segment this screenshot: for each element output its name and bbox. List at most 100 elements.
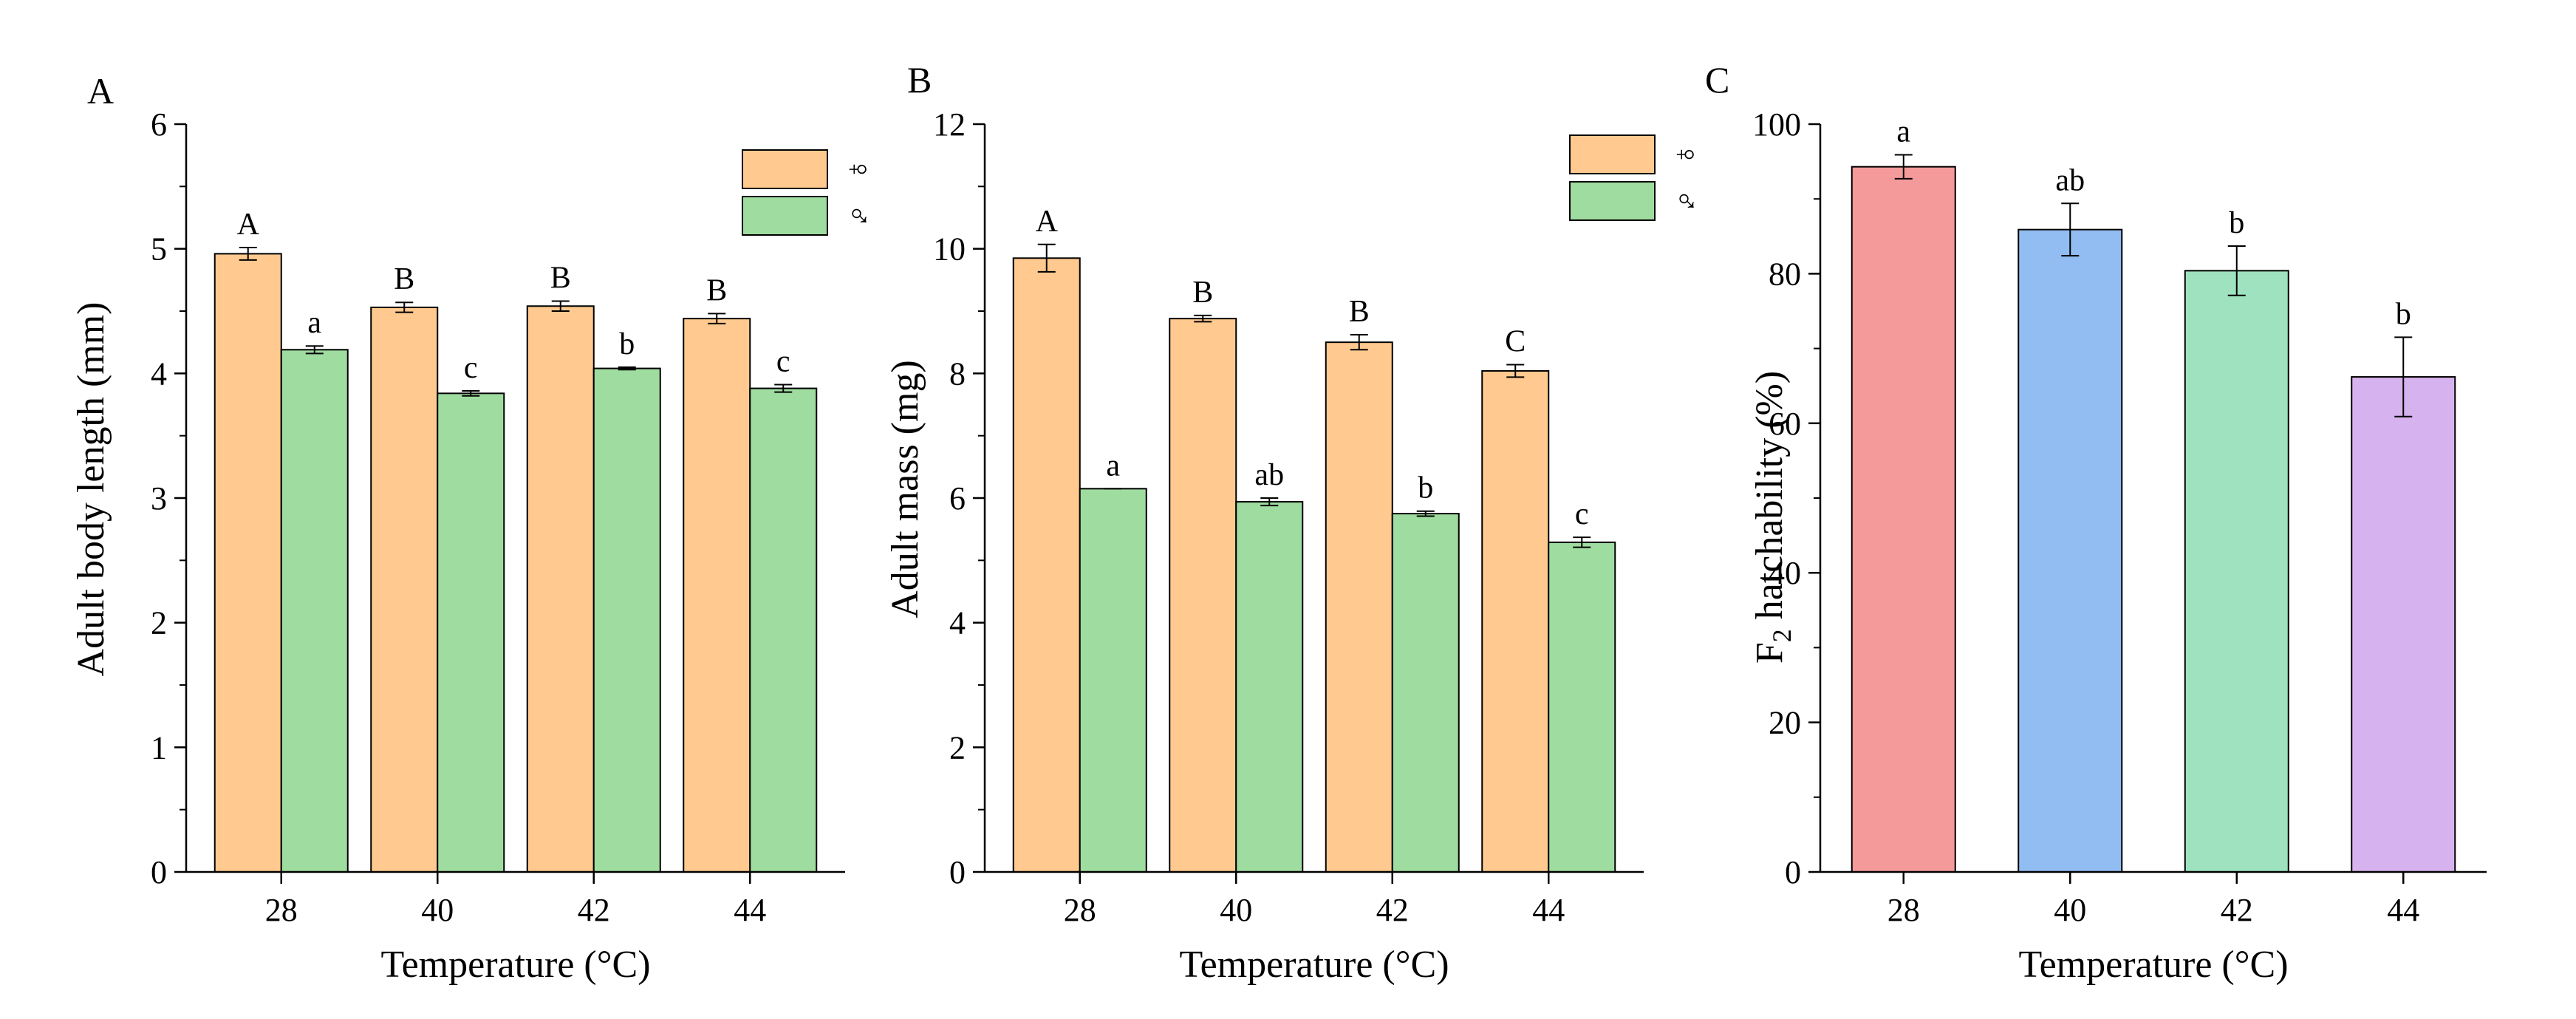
panel-a: A A B B Ba c b c 0 1 2 3 4 5 6 28 40 42 44 Temperature (… xyxy=(70,70,877,986)
panel-b-y-tick-label-2: 2 xyxy=(949,729,966,766)
panel-b-x-tick-label-42: 42 xyxy=(1376,892,1409,928)
panel-a-legend-swatch-male xyxy=(742,196,828,236)
panel-c-sig-label-28: a xyxy=(1896,115,1910,149)
panel-a-legend-label-female: ♀ xyxy=(841,157,877,182)
panel-b-bar-male-40 xyxy=(1235,501,1304,873)
panel-b-y-tick-label-4: 4 xyxy=(949,605,966,641)
panel-b-letter: B xyxy=(907,59,932,100)
panel-c-x-tick-label-28: 28 xyxy=(1887,892,1920,928)
panel-b-sig-label-female-28: A xyxy=(1036,205,1059,239)
panel-b-legend-label-male: ♂ xyxy=(1668,189,1704,214)
panel-b-bar-female-44 xyxy=(1481,369,1550,873)
panel-a-x-tick-label-44: 44 xyxy=(734,892,766,928)
panel-a-bar-female-40 xyxy=(370,306,439,873)
panel-a-sig-label-male-28: a xyxy=(307,306,321,340)
panel-b-bar-female-40 xyxy=(1169,318,1237,873)
panel-b-y-axis-title: Adult mass (mg) xyxy=(884,360,926,618)
panel-b-sig-label-male-44: c xyxy=(1575,497,1589,531)
panel-a-sig-label-female-40: B xyxy=(394,262,414,296)
panel-a-legend: ♀ ♂ xyxy=(742,149,877,236)
panel-b-legend: ♀ ♂ xyxy=(1569,134,1704,221)
panel-a-y-tick-label-1: 1 xyxy=(151,729,167,766)
panel-c-x-tick-label-44: 44 xyxy=(2387,892,2419,928)
panel-c-letter: C xyxy=(1705,59,1729,100)
panel-a-sig-label-male-42: b xyxy=(619,327,635,361)
panel-a-sig-label-female-28: A xyxy=(237,208,260,242)
panel-a-bar-male-44 xyxy=(749,387,818,873)
panel-b-sig-label-female-42: B xyxy=(1349,295,1370,329)
panel-a-y-tick-label-5: 5 xyxy=(151,231,167,267)
panel-c-y-tick-label-100: 100 xyxy=(1752,106,1801,143)
panel-b-sig-label-female-40: B xyxy=(1192,276,1213,310)
panel-a-y-tick-label-0: 0 xyxy=(151,854,167,890)
panel-c-x-tick-label-40: 40 xyxy=(2054,892,2086,928)
panel-b-y-tick-label-12: 12 xyxy=(933,106,966,143)
panel-a-x-axis-title: Temperature (°C) xyxy=(380,944,650,986)
panel-b-bar-female-28 xyxy=(1012,257,1081,873)
panel-a-bar-male-28 xyxy=(280,349,349,873)
panel-a-sig-label-female-42: B xyxy=(550,262,571,296)
panel-b-legend-swatch-male xyxy=(1569,181,1656,221)
panel-b-sig-label-male-40: ab xyxy=(1254,458,1284,492)
panel-c-sig-label-40: ab xyxy=(2055,163,2085,197)
panel-b-x-tick-label-28: 28 xyxy=(1064,892,1096,928)
panel-a-x-tick-label-40: 40 xyxy=(421,892,454,928)
panel-b-y-tick-label-0: 0 xyxy=(949,854,966,890)
panel-a-bar-male-40 xyxy=(437,392,505,873)
panel-a-bar-male-42 xyxy=(592,367,661,873)
panel-c-bar-44 xyxy=(2351,376,2456,873)
panel-c-y-axis-title: F2 hatchability (%) xyxy=(1749,371,1797,664)
panel-b-x-axis-title: Temperature (°C) xyxy=(1179,944,1449,986)
panel-a-sig-label-female-44: B xyxy=(706,273,727,307)
panel-b-y-tick-label-6: 6 xyxy=(949,480,966,517)
panel-a-bar-female-42 xyxy=(526,305,595,873)
panel-b-bar-male-44 xyxy=(1548,541,1616,873)
panel-c-y-tick-label-40: 40 xyxy=(1769,555,1801,591)
panel-a-x-tick-label-42: 42 xyxy=(578,892,610,928)
panel-c-y-axis-title-subscript: 2 xyxy=(1767,629,1797,642)
panel-a-bar-female-44 xyxy=(683,318,751,873)
panel-c-x-tick-label-42: 42 xyxy=(2221,892,2253,928)
panel-c-y-tick-label-0: 0 xyxy=(1785,854,1801,890)
panel-b-sig-label-male-28: a xyxy=(1106,449,1120,483)
panel-a-y-tick-label-4: 4 xyxy=(151,355,167,392)
panel-c-y-tick-label-80: 80 xyxy=(1769,256,1801,292)
panel-a-bar-female-28 xyxy=(213,253,282,873)
panel-c-y-tick-label-20: 20 xyxy=(1769,705,1801,741)
panel-b-bar-female-42 xyxy=(1325,341,1393,873)
panel-a-bars: A B B Ba c b c xyxy=(213,208,818,873)
panel-b-legend-swatch-female xyxy=(1569,134,1656,174)
panel-b-sig-label-female-44: C xyxy=(1505,325,1526,359)
panel-a-y-tick-label-2: 2 xyxy=(151,605,167,641)
panel-b-legend-label-female: ♀ xyxy=(1668,143,1704,167)
panel-b-x-tick-label-40: 40 xyxy=(1220,892,1252,928)
panel-c: C a ab b b 0 20 40 60 80 100 28 40 42 44 Temperature… xyxy=(1705,59,2487,986)
panel-c-y-axis-title-main: F xyxy=(1749,642,1791,664)
panel-b: B A B B Ca ab b c 0 2 4 6 8 10 12 28 40 42 44 Temperatur… xyxy=(884,59,1704,986)
panel-b-x-tick-label-44: 44 xyxy=(1532,892,1565,928)
panel-a-y-tick-label-3: 3 xyxy=(151,480,167,517)
panel-b-sig-label-male-42: b xyxy=(1418,471,1433,505)
panel-b-bars: A B B Ca ab b c xyxy=(1012,205,1616,873)
panel-a-y-tick-label-6: 6 xyxy=(151,106,167,143)
panel-c-sig-label-44: b xyxy=(2396,297,2411,331)
panel-b-bar-male-28 xyxy=(1079,488,1147,873)
panel-c-bar-28 xyxy=(1851,166,1956,873)
panel-b-y-tick-label-10: 10 xyxy=(933,231,966,267)
panel-c-y-axis-title-rest: hatchability (%) xyxy=(1749,371,1791,629)
panel-c-axes: 0 20 40 60 80 100 28 40 42 44 xyxy=(1752,106,2487,928)
panel-c-bars: a ab b b xyxy=(1851,115,2456,873)
panel-a-sig-label-male-40: c xyxy=(464,351,478,385)
panel-c-bar-42 xyxy=(2184,270,2289,873)
panel-c-sig-label-42: b xyxy=(2229,206,2244,240)
panel-c-y-tick-label-60: 60 xyxy=(1769,406,1801,442)
panel-a-letter: A xyxy=(87,70,114,112)
panel-b-y-tick-label-8: 8 xyxy=(949,355,966,392)
panel-a-legend-label-male: ♂ xyxy=(841,204,877,228)
panel-b-axes: 0 2 4 6 8 10 12 28 40 42 44 xyxy=(933,106,1644,928)
panel-b-bar-male-42 xyxy=(1391,513,1460,873)
panel-a-axes: 0 1 2 3 4 5 6 28 40 42 44 xyxy=(151,106,845,928)
panel-a-legend-swatch-female xyxy=(742,149,828,189)
panel-a-y-axis-title: Adult body length (mm) xyxy=(70,302,112,677)
